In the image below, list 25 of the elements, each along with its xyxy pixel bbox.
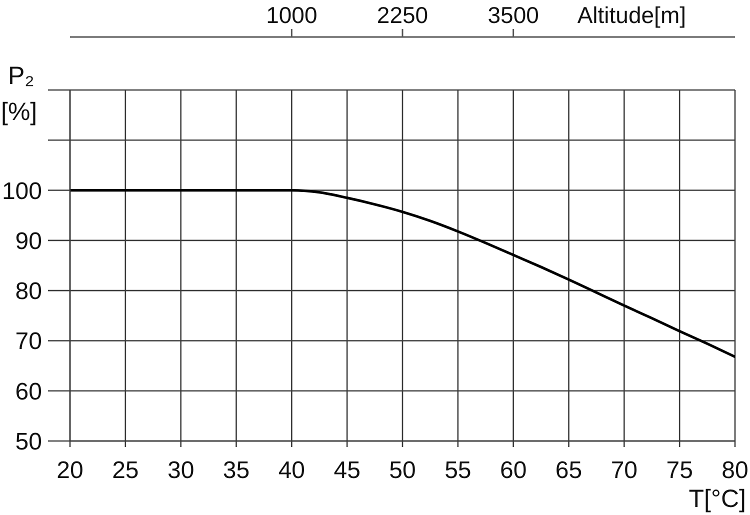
y-tick-label: 70 xyxy=(15,328,42,356)
y-tick-label: 100 xyxy=(2,178,42,205)
x-tick-label: 70 xyxy=(610,457,638,484)
x-tick-label: 35 xyxy=(222,457,250,484)
x-tick-label: 75 xyxy=(666,457,693,484)
x-tick-label: 60 xyxy=(500,457,527,484)
x-tick-label: 25 xyxy=(112,457,139,484)
x2-tick-label: 3500 xyxy=(488,2,539,28)
x-tick-label: 65 xyxy=(555,457,582,484)
x-tick-label: 20 xyxy=(56,457,84,484)
y-tick-label: 50 xyxy=(15,428,42,456)
y-axis-title: P₂ [%] xyxy=(1,62,38,126)
x2-tick-label: 2250 xyxy=(376,2,428,28)
x-tick-label: 55 xyxy=(444,457,472,484)
y-tick-label: 60 xyxy=(15,378,42,406)
x-tick-label: 50 xyxy=(389,457,416,484)
x-tick-label: 80 xyxy=(722,457,748,484)
y-tick-label: 90 xyxy=(15,228,42,255)
x-tick-label: 30 xyxy=(167,457,194,484)
x-tick-label: 45 xyxy=(334,457,360,484)
x-tick-label: 40 xyxy=(278,457,306,484)
y-tick-label: 80 xyxy=(15,278,42,306)
x2-tick-label: 1000 xyxy=(266,2,318,28)
x-axis-title: T[°C] xyxy=(688,485,746,513)
x2-axis-title: Altitude[m] xyxy=(577,2,686,28)
